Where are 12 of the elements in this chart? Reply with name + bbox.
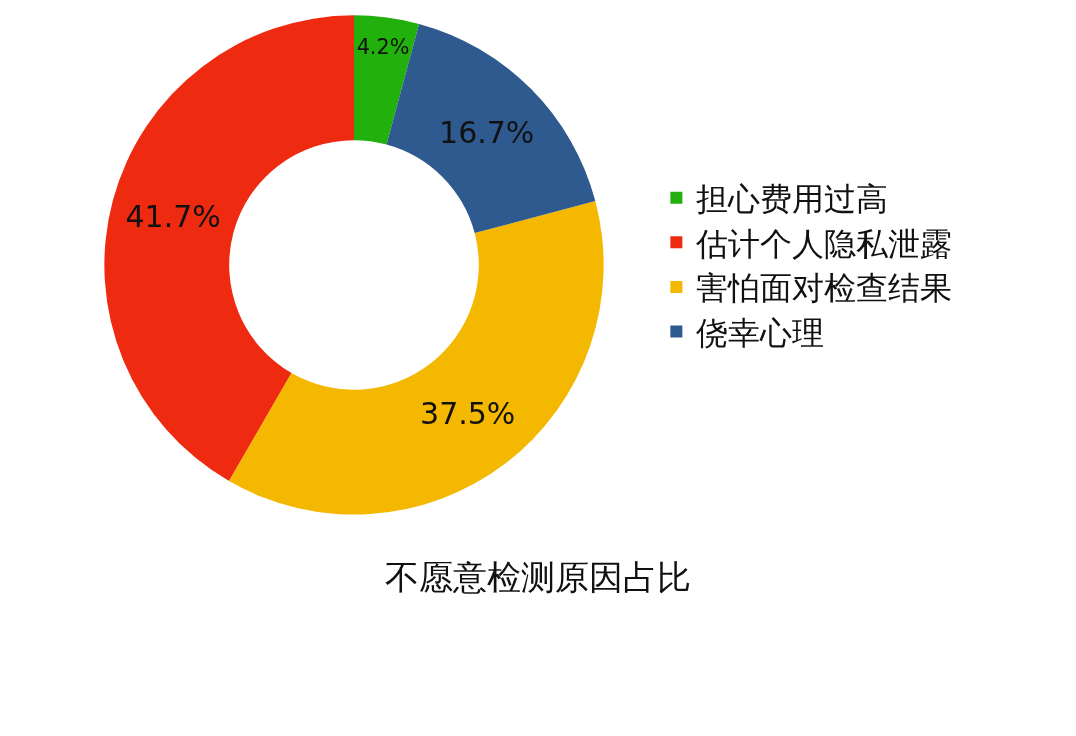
legend-label: 担心费用过高 <box>696 180 889 219</box>
legend-label: 侥幸心理 <box>696 314 825 353</box>
data-label: 16.7% <box>439 115 535 151</box>
text: 不愿意检测原因占比 <box>385 556 691 597</box>
donut-slice <box>354 15 420 145</box>
donut-slice <box>229 201 604 515</box>
legend-label: 估计个人隐私泄露 <box>695 224 953 263</box>
legend-label: 害怕面对检查结果 <box>696 269 953 308</box>
data-label: 41.7% <box>125 198 221 234</box>
data-label: 37.5% <box>420 396 516 432</box>
data-label: 4.2% <box>356 34 410 59</box>
donut-slice <box>104 15 354 482</box>
